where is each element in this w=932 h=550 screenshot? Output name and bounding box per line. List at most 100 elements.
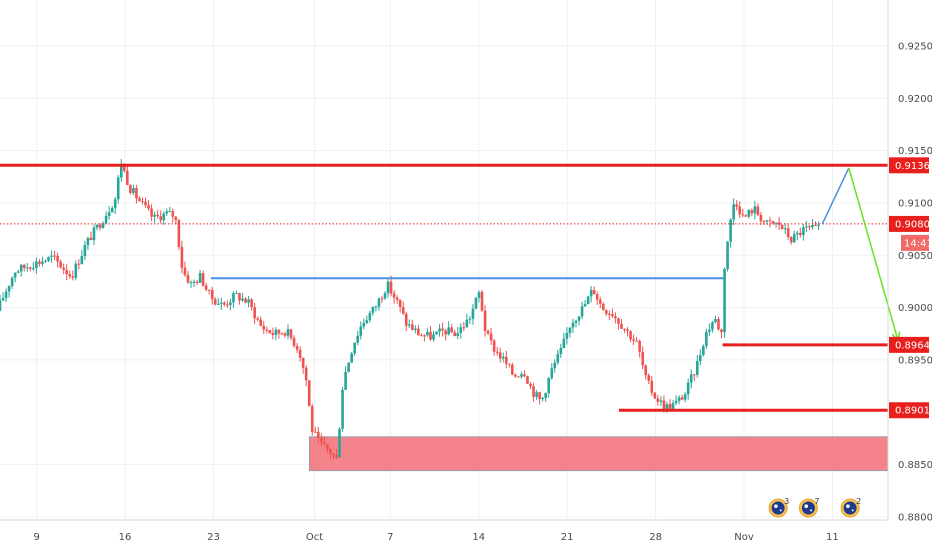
projection-up-line[interactable] [821, 167, 850, 225]
candle-body [204, 285, 208, 290]
candle-body [744, 215, 748, 217]
candle-body [386, 281, 390, 294]
candle-body [7, 286, 11, 292]
candle-body [22, 264, 26, 269]
candles [0, 159, 820, 460]
candle-body [101, 223, 105, 228]
candle-body [789, 237, 793, 243]
candle-body [796, 232, 799, 235]
level-price-tag[interactable] [889, 157, 929, 174]
australia-flag-icon[interactable]: 3 [768, 497, 789, 518]
candle-body [565, 332, 569, 339]
candle-body [365, 320, 369, 323]
candle-body [508, 363, 511, 365]
current-price-tag[interactable] [889, 215, 929, 232]
candle-body [680, 397, 684, 400]
candle-body [753, 206, 757, 214]
candle-body [671, 403, 675, 409]
level-price-tag[interactable] [889, 402, 929, 419]
candle-body [162, 213, 166, 221]
candle-body [750, 210, 754, 214]
candle-body [438, 328, 441, 332]
candle-body [1, 298, 5, 301]
candle-body [498, 352, 502, 359]
time-tick-label: 14 [472, 532, 485, 543]
candle-body [298, 349, 302, 358]
candle-body [235, 293, 238, 295]
candle-body [323, 442, 326, 445]
candle-body [656, 398, 660, 402]
candle-body [95, 224, 99, 228]
candle-body [256, 318, 259, 320]
candle-body [201, 273, 205, 286]
projection-down-line[interactable] [848, 167, 899, 341]
candle-body [401, 306, 405, 314]
candle-body [702, 346, 705, 356]
event-count: 2 [856, 497, 861, 506]
candle-body [459, 327, 463, 334]
candle-body [653, 392, 657, 399]
candle-body [717, 318, 720, 330]
candle-body [313, 431, 317, 433]
candle-body [562, 338, 566, 348]
candle-body [213, 299, 217, 305]
candle-body [347, 362, 350, 372]
candle-body [792, 234, 796, 243]
candle-body [289, 329, 293, 338]
candle-body [244, 298, 247, 303]
candle-body [392, 293, 396, 298]
time-axis[interactable]: 9 16 23 Oct 7 14 21 28 Nov 11 [33, 532, 838, 543]
plot-background [0, 0, 888, 520]
candle-body [65, 269, 68, 275]
candle-body [556, 353, 560, 363]
candle-body [726, 241, 729, 269]
candle-body [301, 357, 305, 368]
level-price-tag[interactable] [889, 336, 929, 353]
australia-flag-icon[interactable]: 7 [798, 497, 820, 518]
candle-body [113, 199, 117, 208]
candle-body [129, 185, 132, 193]
candle-body [168, 211, 172, 213]
candle-body [641, 351, 644, 366]
candle-body [153, 214, 156, 217]
candle-body [677, 397, 681, 401]
candle-body [550, 368, 554, 379]
candle-body [332, 453, 335, 456]
candle-body [686, 382, 690, 395]
candle-body [68, 274, 72, 277]
candle-body [259, 319, 263, 326]
candle-body [632, 339, 635, 341]
candle-body [441, 328, 444, 331]
economic-events[interactable]: 3 7 2 [768, 497, 861, 518]
candle-body [474, 297, 478, 309]
candle-body [668, 404, 672, 409]
candle-body [395, 297, 399, 300]
demand-zone-rect[interactable] [308, 436, 889, 472]
candle-body [611, 314, 614, 317]
australia-flag-icon[interactable]: 2 [840, 497, 861, 518]
candle-body [741, 214, 745, 216]
candle-body [268, 330, 272, 334]
candle-body [605, 310, 608, 314]
candle-body [380, 298, 384, 300]
candle-body [732, 204, 735, 220]
candle-body [389, 281, 393, 294]
candle-body [598, 299, 602, 304]
candle-body [317, 431, 320, 438]
candle-body [808, 226, 811, 228]
candle-body [759, 214, 763, 222]
candle-body [344, 371, 347, 390]
candle-body [608, 313, 611, 315]
candle-body [720, 329, 723, 333]
candle-body [568, 327, 572, 333]
candle-body [29, 267, 32, 269]
candle-body [601, 303, 605, 311]
candle-body [338, 428, 341, 458]
candle-body [786, 228, 790, 238]
candle-body [483, 310, 487, 331]
candle-body [729, 219, 732, 242]
